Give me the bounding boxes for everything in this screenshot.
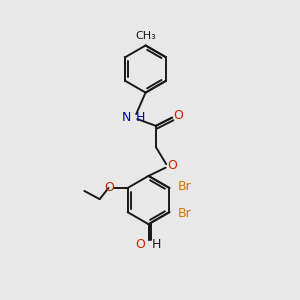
Text: Br: Br [178, 207, 192, 220]
Text: CH₃: CH₃ [135, 31, 156, 41]
Text: Br: Br [178, 180, 192, 193]
Text: N: N [122, 111, 131, 124]
Text: H: H [136, 111, 146, 124]
Text: O: O [135, 238, 145, 251]
Text: H: H [152, 238, 161, 251]
Text: O: O [167, 159, 177, 172]
Text: O: O [173, 109, 183, 122]
Text: O: O [104, 182, 114, 194]
